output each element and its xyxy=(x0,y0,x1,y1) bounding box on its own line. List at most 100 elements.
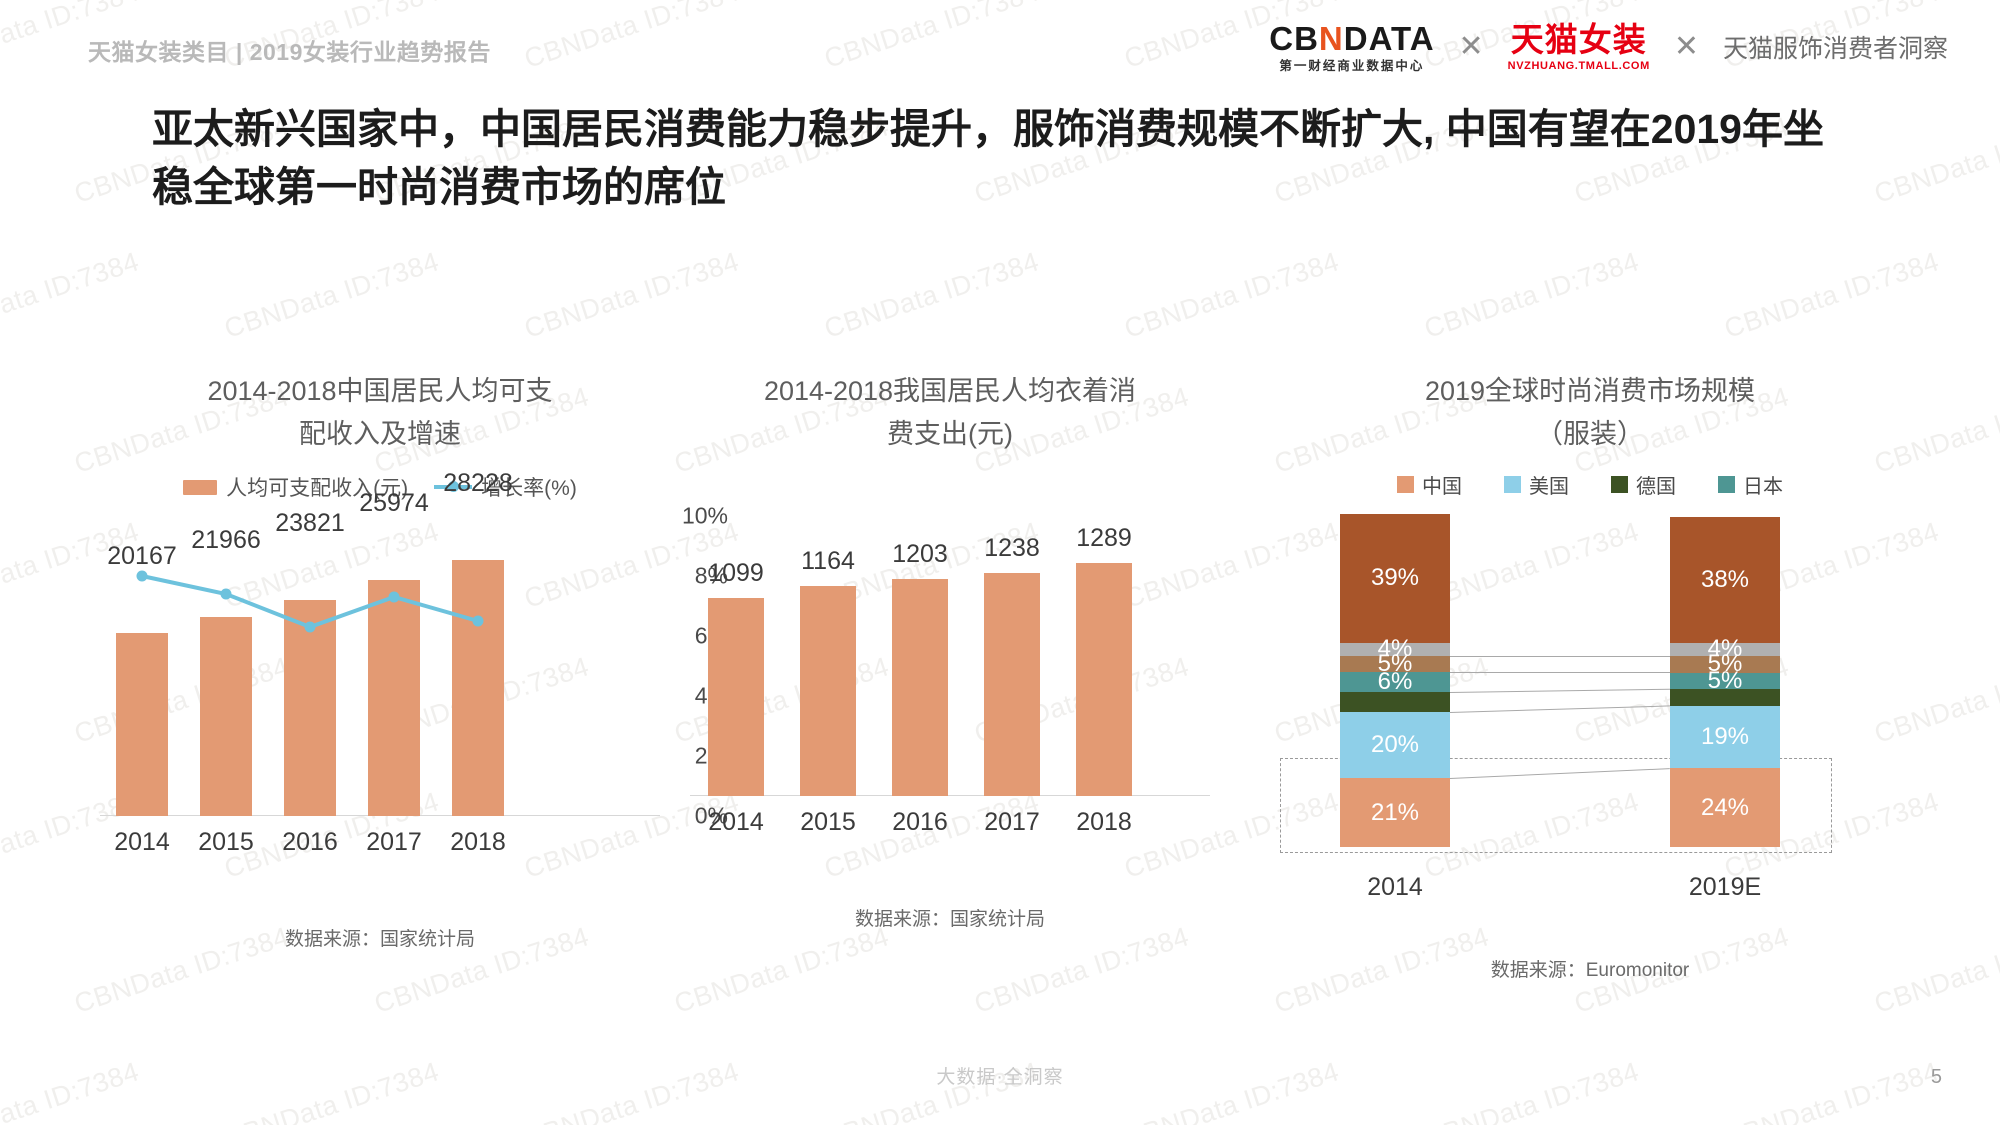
chart3-segment-label: 21% xyxy=(1370,798,1420,826)
chart3-stack-segment: 24% xyxy=(1670,768,1780,848)
chart1-line-point xyxy=(304,621,316,633)
chart1-x-tick-label: 2014 xyxy=(114,828,170,857)
chart2-bar xyxy=(800,586,856,797)
chart2-title: 2014-2018我国居民人均衣着消 费支出(元) xyxy=(690,370,1210,456)
chart1-source: 数据来源：国家统计局 xyxy=(284,929,475,951)
chart2-bar-value-label: 1203 xyxy=(892,540,948,569)
chart1-bar xyxy=(368,580,420,817)
chart3-segment-label: 24% xyxy=(1700,793,1750,821)
chart3-connector-line xyxy=(1450,655,1670,657)
cbndata-logo-text: CBNDATA xyxy=(1269,20,1435,57)
chart3-segment-label: 20% xyxy=(1370,731,1420,759)
chart3-segment-label: 38% xyxy=(1700,566,1750,594)
chart3-x-tick-labels: 2014 2019E xyxy=(1280,859,1900,901)
chart1-title: 2014-2018中国居民人均可支 配收入及增速 xyxy=(100,370,660,456)
page-title: 亚太新兴国家中，中国居民消费能力稳步提升，服饰消费规模不断扩大, 中国有望在20… xyxy=(152,106,1824,211)
chart3-source: 数据来源：Euromonitor xyxy=(1490,960,1690,982)
page-header: 天猫女装类目 | 2019女装行业趋势报告 CBNDATA 第一财经商业数据中心… xyxy=(0,0,2000,86)
chart2-x-tick-label: 2018 xyxy=(1076,808,1132,837)
chart2-bar-value-label: 1164 xyxy=(801,547,855,576)
chart3-stack-segment: 21% xyxy=(1340,778,1450,848)
chart1-bar xyxy=(284,599,336,817)
chart2-x-axis xyxy=(690,795,1210,797)
chart1-legend-label-income: 人均可支配收入(元) xyxy=(226,477,409,501)
chart2-x-tick-labels: 2014 2015 2016 2017 2018 xyxy=(690,808,1210,842)
footer-tagline: 大数据·全洞察 xyxy=(936,1067,1064,1088)
chart1-bar xyxy=(116,633,168,817)
chart1-line-point xyxy=(388,591,400,603)
chart3-stack-segment: 6% xyxy=(1340,692,1450,713)
chart3-stack-segment: 19% xyxy=(1670,705,1780,769)
chart2-bar-value-label: 1238 xyxy=(984,533,1040,562)
chart1-y-tick-label: 8% xyxy=(694,562,728,589)
tmall-nvzhuang-logo-url: NVZHUANG.TMALL.COM xyxy=(1507,59,1650,72)
chart2-bar xyxy=(708,597,764,797)
legend-swatch-icon xyxy=(1397,476,1414,494)
chart1-legend-item-income: 人均可支配收入(元) xyxy=(183,472,408,502)
chart3-stacked-column: 38%4%5%5%5%19%24% xyxy=(1670,517,1780,848)
chart3-x-tick-label: 2019E xyxy=(1688,873,1762,902)
chart3-title-line1: 2019全球时尚消费市场规模 xyxy=(1424,376,1756,406)
chart2-bar-value-label: 1099 xyxy=(708,558,764,587)
header-logo-group: CBNDATA 第一财经商业数据中心 ✕ 天猫女装 NVZHUANG.TMALL… xyxy=(1269,22,1948,73)
chart1-growth-line xyxy=(141,574,479,630)
chart1-line-point xyxy=(220,588,232,600)
chart1-y-tick-label: 10% xyxy=(681,502,728,529)
chart3-legend-item: 德国 xyxy=(1611,470,1676,499)
chart3-segment-label: 6% xyxy=(1377,668,1413,696)
legend-swatch-icon xyxy=(1611,476,1628,494)
chart1-bar-value-label: 25974 xyxy=(359,489,429,518)
chart3-connector-line xyxy=(1450,672,1670,674)
report-breadcrumb: 天猫女装类目 | 2019女装行业趋势报告 xyxy=(88,39,491,65)
chart3-stack-segment: 39% xyxy=(1340,514,1450,643)
chart1-bar-value-label: 23821 xyxy=(275,508,345,537)
chart3-segment-label: 39% xyxy=(1370,564,1420,592)
chart3-legend-label: 日本 xyxy=(1743,476,1783,499)
chart3-legend-item: 中国 xyxy=(1397,470,1462,499)
chart3-legend-item: 日本 xyxy=(1718,470,1783,499)
chart3-legend-label: 中国 xyxy=(1422,476,1462,499)
chart3-segment-label: 19% xyxy=(1700,722,1750,750)
chart2-x-tick-label: 2015 xyxy=(800,808,856,837)
china-highlight-box xyxy=(1280,758,1832,854)
legend-line-marker-icon xyxy=(434,481,473,493)
chart1-title-line1: 2014-2018中国居民人均可支 xyxy=(207,376,553,406)
legend-swatch-icon xyxy=(1718,476,1735,494)
chart2-plot-area: 1099 1164 1203 1238 1289 xyxy=(690,524,1210,797)
chart1-line-point xyxy=(472,615,484,627)
chart3-title-line2: （服装） xyxy=(1536,419,1644,450)
chart3-connector-line xyxy=(1449,688,1670,694)
partner-label: 天猫服饰消费者洞察 xyxy=(1722,35,1948,64)
chart1-x-tick-label: 2017 xyxy=(366,828,422,857)
cbndata-logo-subtitle: 第一财经商业数据中心 xyxy=(1279,59,1425,73)
chart3-plot-area: 39%4%5%6%6%20%21%38%4%5%5%5%19%24% xyxy=(1280,514,1900,854)
chart2-x-tick-label: 2014 xyxy=(708,808,764,837)
legend-swatch-icon xyxy=(183,479,218,495)
chart3-legend-label: 美国 xyxy=(1529,476,1569,499)
chart1-legend-item-growth: 增长率(%) xyxy=(434,472,577,502)
chart2-bar-value-label: 1289 xyxy=(1076,524,1132,553)
chart1-x-tick-label: 2018 xyxy=(450,828,506,857)
chart3-title: 2019全球时尚消费市场规模 （服装） xyxy=(1280,370,1900,456)
chart-panel-disposable-income: 2014-2018中国居民人均可支 配收入及增速 人均可支配收入(元) 增长率(… xyxy=(100,370,728,951)
chart2-bar xyxy=(892,579,948,797)
chart3-stack-segment: 5% xyxy=(1670,689,1780,706)
chart1-x-tick-label: 2016 xyxy=(282,828,338,857)
chart3-x-tick-label: 2014 xyxy=(1367,873,1423,902)
chart1-bar xyxy=(200,616,252,817)
chart-panel-clothing-expenditure: 2014-2018我国居民人均衣着消 费支出(元) 1099 1164 1203 12… xyxy=(690,370,1210,931)
chart1-x-tick-label: 2015 xyxy=(198,828,254,857)
chart2-title-line2: 费支出(元) xyxy=(887,419,1013,450)
page-number: 5 xyxy=(1930,1066,1942,1088)
chart1-bar-value-label: 20167 xyxy=(107,542,177,571)
chart1-bar-value-label: 28228 xyxy=(443,468,513,497)
legend-swatch-icon xyxy=(1504,476,1521,494)
cross-icon-1: ✕ xyxy=(1458,30,1484,64)
chart1-title-line2: 配收入及增速 xyxy=(299,419,461,450)
chart2-title-line1: 2014-2018我国居民人均衣着消 xyxy=(763,376,1137,406)
tmall-nvzhuang-logo-text: 天猫女装 xyxy=(1510,20,1647,58)
chart3-stack-segment: 38% xyxy=(1670,517,1780,643)
chart2-source: 数据来源：国家统计局 xyxy=(854,909,1045,931)
chart1-line-point xyxy=(136,570,148,582)
